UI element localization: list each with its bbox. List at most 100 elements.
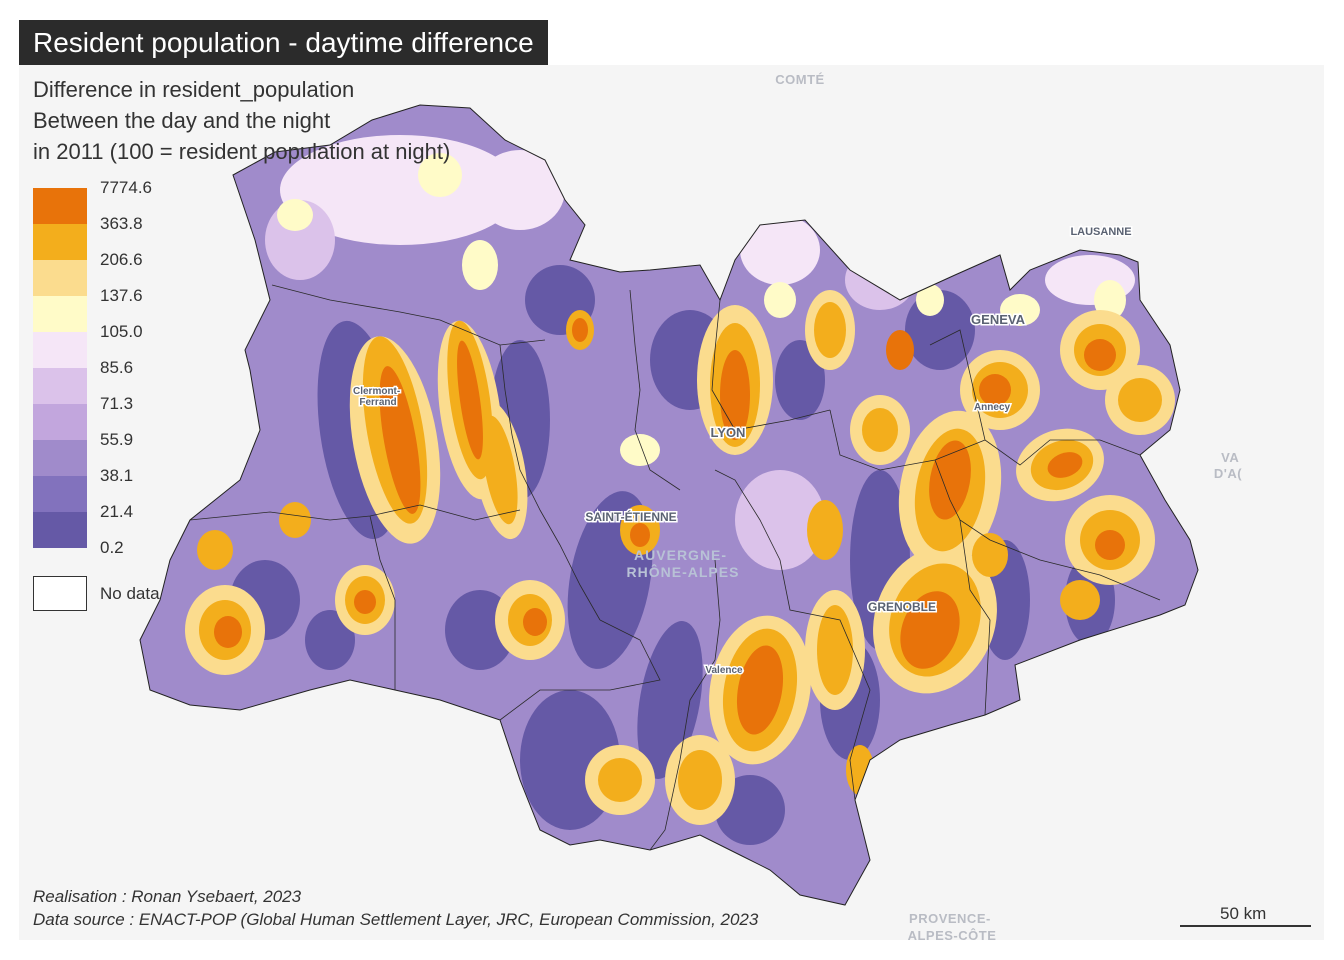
legend-swatch [33, 404, 87, 440]
density-patch [457, 340, 483, 460]
dept-border-allier-puydome [271, 284, 546, 346]
density-patch [1047, 452, 1083, 478]
label-provence: PROVENCE- ALPES-CÔTE [908, 911, 997, 940]
label-clermont-ferrand: Clermont- Ferrand [353, 386, 403, 408]
density-patch [862, 408, 898, 452]
label-annecy: Annecy [974, 402, 1011, 413]
density-patch [886, 330, 914, 370]
legend-break-value: 38.1 [100, 466, 134, 485]
label-lyon: LYON [711, 425, 746, 440]
density-patch [736, 645, 784, 735]
legend-swatch [33, 476, 87, 512]
dept-border-drome-ardeche [649, 559, 721, 851]
dept-border-hautesavoie [929, 329, 1141, 466]
density-patch [572, 318, 588, 342]
legend-title-line2: Between the day and the night [33, 108, 331, 133]
legend-title-line3: in 2011 (100 = resident population at ni… [33, 139, 451, 164]
dept-border-isere-savoie-south [959, 519, 991, 716]
label-valle-d-aosta-line1: VA [1221, 450, 1239, 465]
density-patch [280, 135, 520, 245]
label-saint-etienne: SAINT-ÉTIENNE [585, 509, 676, 524]
legend-break-value: 7774.6 [100, 178, 152, 197]
legend-break-value: 206.6 [100, 250, 143, 269]
density-patch [305, 610, 355, 670]
label-provence-line2: ALPES-CÔTE [908, 928, 997, 940]
density-patch [929, 440, 971, 520]
legend-swatch [33, 368, 87, 404]
choropleth-map[interactable]: COMTÉ VA D'A( PROVENCE- ALPES-CÔTE [19, 65, 1324, 940]
legend-break-value: 55.9 [100, 430, 134, 449]
dept-border-rhone-west [629, 289, 681, 491]
density-patch [354, 590, 376, 614]
density-patch [279, 502, 311, 538]
density-patch [1084, 339, 1116, 371]
label-region-line2: RHÔNE-ALPES [627, 563, 740, 580]
density-patch [814, 302, 846, 358]
department-borders [189, 284, 1161, 851]
legend-swatch [33, 224, 87, 260]
density-patch [817, 605, 853, 695]
credit-realisation: Realisation : Ronan Ysebaert, 2023 [33, 887, 302, 906]
density-patch [630, 523, 650, 547]
label-grenoble: GRENOBLE [868, 600, 936, 614]
map-title: Resident population - daytime difference [19, 20, 548, 65]
legend-swatch [33, 188, 87, 224]
density-patch [678, 750, 722, 810]
label-valle-d-aosta-line2: D'A( [1214, 466, 1242, 481]
city-labels: Clermont- Ferrand LYON SAINT-ÉTIENNE GRE… [351, 225, 1133, 678]
legend-title-line1: Difference in resident_population [33, 77, 355, 102]
legend-no-data-swatch [33, 576, 87, 611]
legend-break-value: 0.2 [100, 538, 124, 557]
legend-swatch [33, 260, 87, 296]
dept-border-loire-west [499, 344, 601, 621]
legend-swatch [33, 296, 87, 332]
density-patch [620, 434, 660, 466]
density-patch [197, 530, 233, 570]
dept-border-rhone-ain [711, 299, 831, 431]
density-patch [418, 153, 462, 197]
legend-break-value: 137.6 [100, 286, 143, 305]
density-patch [475, 150, 565, 230]
density-patch [598, 758, 642, 802]
legend-swatch [33, 512, 87, 548]
label-franche-comte: COMTÉ [775, 72, 824, 87]
label-region-line1: AUVERGNE- [634, 547, 727, 563]
label-provence-line1: PROVENCE- [909, 911, 991, 926]
density-patch [1060, 580, 1100, 620]
credit-data-source: Data source : ENACT-POP (Global Human Se… [33, 910, 759, 929]
legend-break-value: 363.8 [100, 214, 143, 233]
density-patch [1000, 294, 1040, 326]
density-patch [1118, 378, 1162, 422]
density-patch [379, 366, 421, 514]
density-patch [900, 591, 960, 669]
legend-swatch [33, 332, 87, 368]
label-clermont-line1: Clermont- [353, 386, 400, 397]
density-patch [775, 340, 825, 420]
legend-no-data-label: No data [100, 584, 160, 603]
scale-bar [1180, 925, 1311, 927]
density-patch [979, 374, 1011, 406]
exterior-labels: COMTÉ VA D'A( PROVENCE- ALPES-CÔTE [775, 72, 1243, 940]
density-patch [740, 215, 820, 285]
dept-border-ardeche-hauteloire [499, 619, 661, 721]
density-patch [214, 616, 242, 648]
dept-border-savoie-isere [934, 459, 1161, 601]
label-valle-d-aosta: VA D'A( [1214, 450, 1243, 481]
label-clermont-line2: Ferrand [359, 397, 396, 408]
density-blobs [185, 135, 1175, 845]
density-patch [462, 240, 498, 290]
legend-break-value: 21.4 [100, 502, 134, 521]
label-lausanne: LAUSANNE [1070, 226, 1131, 238]
density-patch [764, 282, 796, 318]
dept-border-isere-drome [714, 469, 871, 801]
label-geneva: GENEVA [971, 312, 1026, 327]
legend-break-value: 71.3 [100, 394, 134, 413]
label-region-name: AUVERGNE- RHÔNE-ALPES [627, 547, 740, 580]
density-patch [807, 500, 843, 560]
dept-border-cantal-hauteloire [369, 515, 396, 690]
density-patch [277, 199, 313, 231]
legend-break-value: 105.0 [100, 322, 143, 341]
map-frame: COMTÉ VA D'A( PROVENCE- ALPES-CÔTE [19, 65, 1324, 940]
density-patch [916, 284, 944, 316]
density-patch [1094, 280, 1126, 320]
